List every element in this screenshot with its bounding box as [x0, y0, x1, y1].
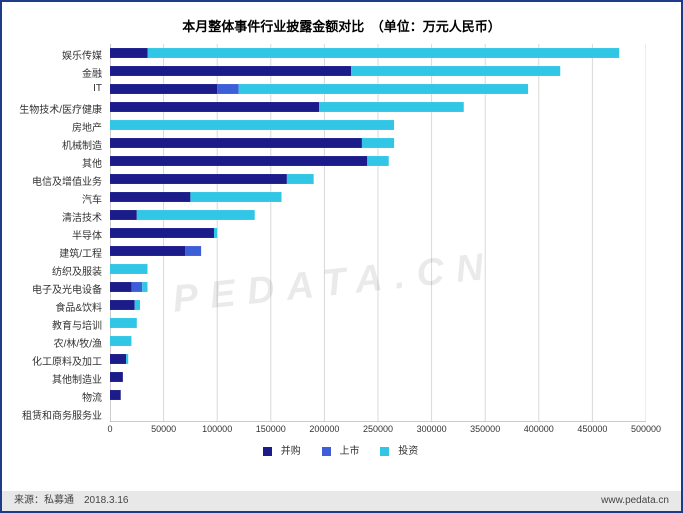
- category-label: 教育与培训: [2, 317, 102, 332]
- y-axis-labels: 娱乐传媒金融 IT 生物技术/医疗健康房地产机械制造其他电信及增值业务汽车清洁技术半…: [2, 44, 106, 422]
- footer-url: www.pedata.cn: [601, 491, 669, 511]
- legend-item: 投资: [380, 442, 424, 457]
- category-label: 其他制造业: [2, 371, 102, 386]
- category-label: 食品&饮料: [2, 299, 102, 314]
- category-label: 电信及增值业务: [2, 173, 102, 188]
- x-tick-label: 350000: [470, 424, 500, 434]
- legend-item: 并购: [263, 442, 307, 457]
- x-tick-label: 450000: [577, 424, 607, 434]
- category-label: IT: [2, 83, 102, 94]
- category-label: 租赁和商务服务业: [2, 407, 102, 422]
- footer: 来源：私募通 2018.3.16 www.pedata.cn: [2, 491, 681, 511]
- x-tick-label: 250000: [363, 424, 393, 434]
- chart-area: [110, 44, 646, 444]
- chart-title: 本月整体事件行业披露金额对比 （单位：万元人民币）: [2, 2, 681, 41]
- category-label: 生物技术/医疗健康: [2, 101, 102, 116]
- x-axis-labels: 0 50000 100000 150000 200000 250000 300000 3500…: [110, 424, 646, 438]
- x-tick-label: 50000: [151, 424, 176, 434]
- x-tick-label: 100000: [202, 424, 232, 434]
- category-label: 物流: [2, 389, 102, 404]
- category-label: 农/林/牧/渔: [2, 335, 102, 350]
- legend-item: 上市: [322, 442, 366, 457]
- x-tick-label: 500000: [631, 424, 661, 434]
- x-tick-label: 150000: [256, 424, 286, 434]
- footer-source: 来源：私募通 2018.3.16: [14, 495, 129, 506]
- category-label: 清洁技术: [2, 209, 102, 224]
- category-label: 金融: [2, 65, 102, 80]
- category-label: 机械制造: [2, 137, 102, 152]
- category-label: 半导体: [2, 227, 102, 242]
- category-label: 其他: [2, 155, 102, 170]
- category-label: 纺织及服装: [2, 263, 102, 278]
- category-label: 汽车: [2, 191, 102, 206]
- x-tick-label: 300000: [417, 424, 447, 434]
- category-label: 电子及光电设备: [2, 281, 102, 296]
- x-tick-label: 200000: [309, 424, 339, 434]
- category-label: 化工原料及加工: [2, 353, 102, 368]
- legend: 并购 上市 投资: [2, 442, 683, 457]
- plot-svg: [110, 44, 646, 422]
- x-tick-label: 400000: [524, 424, 554, 434]
- x-tick-label: 0: [107, 424, 112, 434]
- category-label: 建筑/工程: [2, 245, 102, 260]
- category-label: 娱乐传媒: [2, 47, 102, 62]
- category-label: 房地产: [2, 119, 102, 134]
